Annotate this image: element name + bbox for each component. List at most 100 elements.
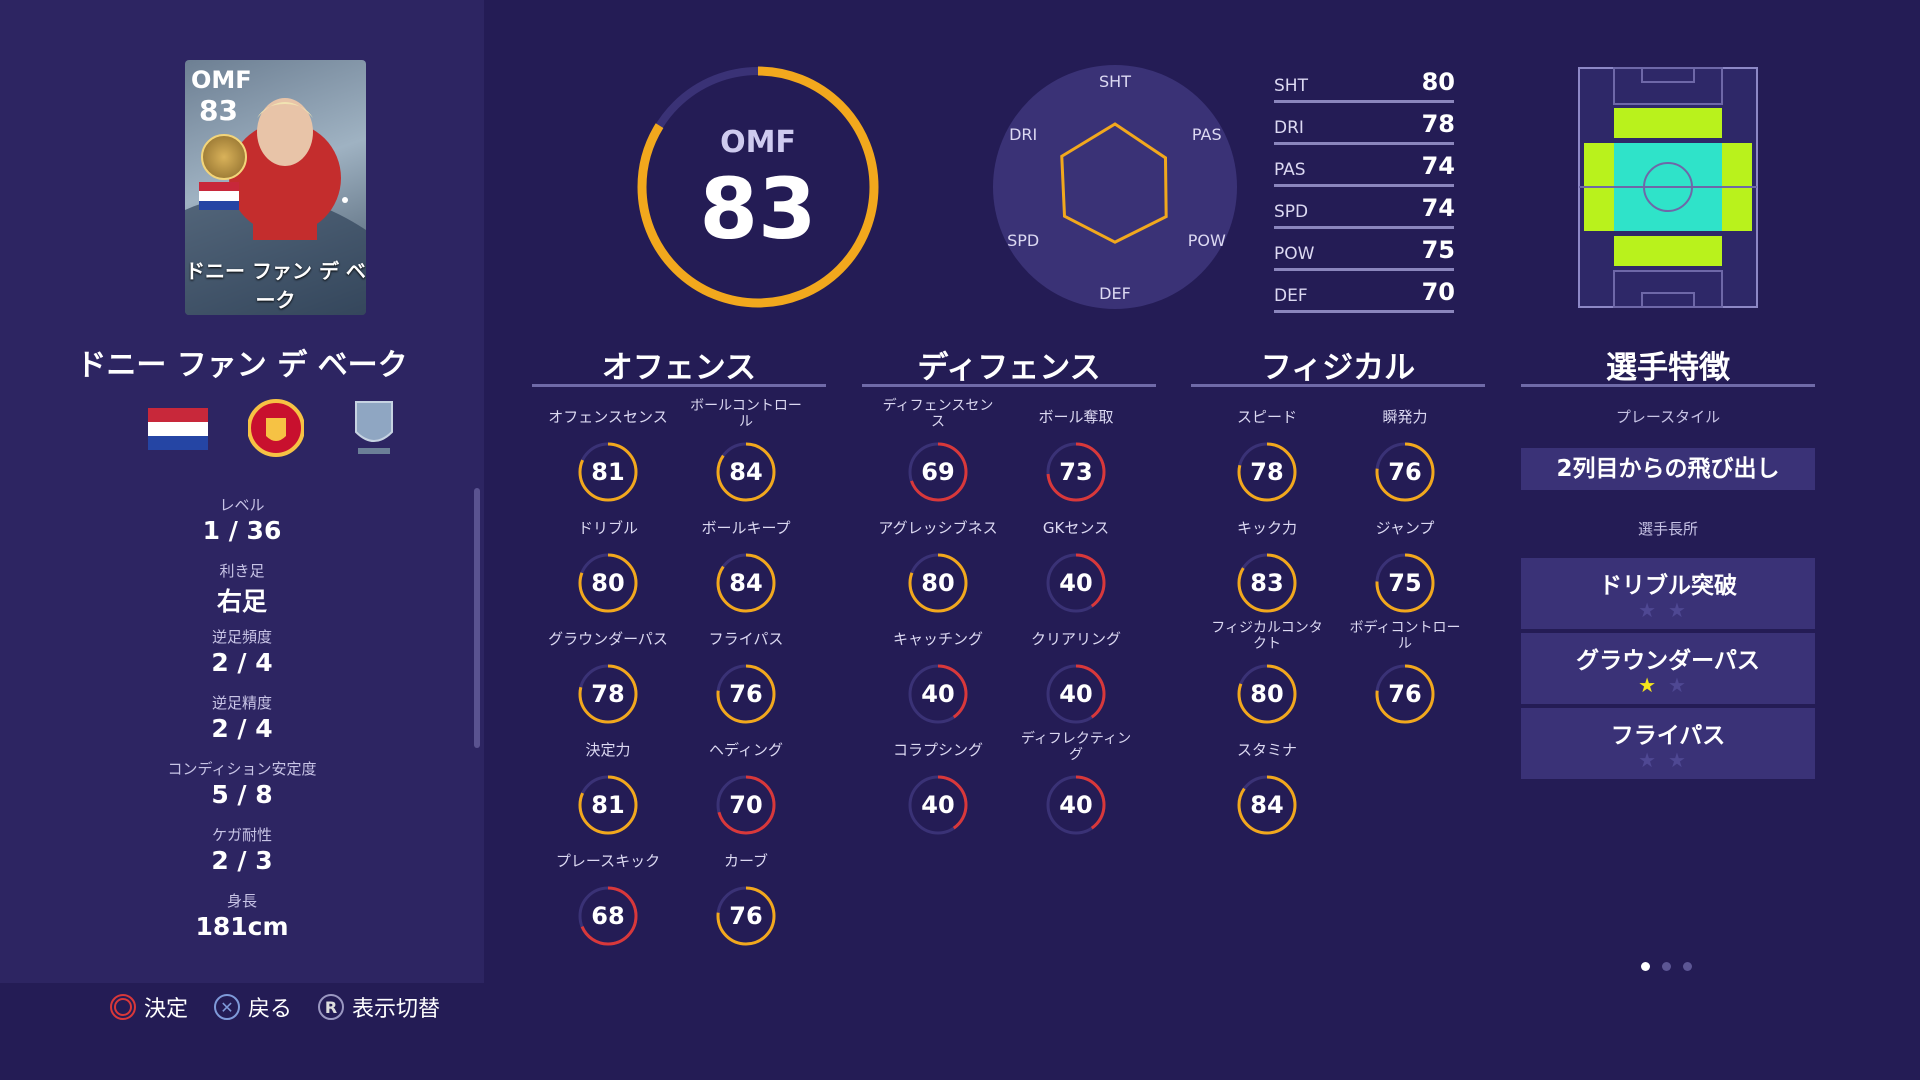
attribute-arc	[716, 553, 776, 613]
medal-icon	[201, 134, 247, 180]
skill-card[interactable]: ドリブル突破 ★★	[1521, 558, 1815, 629]
attribute-value: 40	[1059, 791, 1093, 819]
card-art	[185, 98, 366, 315]
summary-value: 78	[1421, 110, 1455, 138]
attribute-label: カーブ	[723, 852, 769, 870]
summary-label: DEF	[1274, 286, 1308, 306]
traits-title: 選手特徴	[1606, 350, 1730, 386]
page-dot[interactable]	[1662, 962, 1671, 971]
attribute-arc	[908, 442, 968, 502]
footer-bar: 決定 ✕ 戻る R 表示切替	[0, 983, 484, 1080]
attribute-arc	[1237, 442, 1297, 502]
club-crest-icon	[248, 399, 304, 457]
attribute-arc	[578, 886, 638, 946]
attribute-dial: 78	[576, 662, 640, 726]
overall-rating: 83	[699, 160, 817, 258]
summary-value: 70	[1421, 278, 1455, 306]
section-underline	[862, 384, 1156, 387]
cross-icon: ✕	[214, 994, 240, 1020]
attribute-dial: 81	[576, 773, 640, 837]
attribute-value: 80	[591, 569, 625, 597]
attribute-value: 40	[921, 791, 955, 819]
attribute-value: 78	[591, 680, 625, 708]
summary-underline	[1274, 226, 1454, 229]
attribute-value: 69	[921, 458, 955, 486]
footer-action-label: 戻る	[248, 997, 293, 1022]
footer-action-0[interactable]: 決定	[110, 991, 188, 1023]
attribute-label: アグレッシブネス	[878, 519, 998, 537]
page-indicator	[1641, 962, 1692, 971]
footer-action-1[interactable]: ✕ 戻る	[214, 991, 292, 1023]
profile-label: レベル	[219, 496, 265, 514]
attribute-dial: 76	[714, 884, 778, 948]
skill-card[interactable]: グラウンダーパス ★★	[1521, 633, 1815, 704]
attribute-label: フライパス	[708, 630, 784, 648]
profile-label: 利き足	[219, 562, 265, 580]
summary-value: 74	[1421, 152, 1455, 180]
summary-label: SPD	[1274, 202, 1309, 222]
attribute-value: 76	[729, 680, 763, 708]
footer-action-label: 決定	[144, 997, 189, 1022]
attribute-label: ボディコントロール	[1349, 620, 1461, 652]
attribute-dial: 40	[906, 662, 970, 726]
attribute-value: 76	[1388, 680, 1422, 708]
attribute-value: 75	[1388, 569, 1422, 597]
radar-label-sht: SHT	[1099, 72, 1131, 91]
attribute-dial: 80	[1235, 662, 1299, 726]
attribute-dial: 76	[1373, 662, 1437, 726]
footer-action-2[interactable]: R 表示切替	[318, 991, 440, 1023]
player-info-panel: OMF 83 ドニー ファン デ ベーク ドニー ファン デ ベーク レベル 1 …	[0, 0, 484, 983]
summary-value: 80	[1421, 68, 1455, 96]
card-player-name: ドニー ファン デ ベーク	[185, 259, 366, 312]
attribute-label: 瞬発力	[1382, 408, 1428, 426]
attribute-arc	[1375, 553, 1435, 613]
attribute-dial: 78	[1235, 440, 1299, 504]
attribute-value: 84	[729, 569, 763, 597]
attribute-dial: 68	[576, 884, 640, 948]
page-dot[interactable]	[1683, 962, 1692, 971]
attribute-arc	[1046, 442, 1106, 502]
attribute-arc	[716, 442, 776, 502]
attribute-dial: 84	[1235, 773, 1299, 837]
attribute-dial: 80	[576, 551, 640, 615]
scrollbar[interactable]	[474, 488, 480, 748]
skill-name: グラウンダーパス	[1576, 648, 1760, 674]
attribute-label: ボールキープ	[701, 519, 791, 537]
attribute-value: 70	[729, 791, 763, 819]
star-icon: ★	[1668, 598, 1698, 622]
attribute-value: 81	[591, 791, 625, 819]
attribute-dial: 70	[714, 773, 778, 837]
attribute-label: ボールコントロール	[690, 398, 802, 430]
attribute-dial: 40	[1044, 662, 1108, 726]
profile-value: 5 / 8	[211, 780, 273, 809]
summary-value: 75	[1421, 236, 1455, 264]
skill-name: ドリブル突破	[1599, 573, 1737, 599]
attribute-dial: 83	[1235, 551, 1299, 615]
attribute-label: 決定力	[585, 741, 631, 759]
profile-label: 逆足頻度	[211, 628, 272, 646]
attribute-arc	[716, 775, 776, 835]
skills-label: 選手長所	[1637, 520, 1698, 538]
radar-label-spd: SPD	[1007, 231, 1039, 250]
attribute-label: コラプシング	[892, 741, 983, 759]
skill-stars: ★★	[1521, 598, 1815, 622]
skill-card[interactable]: フライパス ★★	[1521, 708, 1815, 779]
page-dot[interactable]	[1641, 962, 1650, 971]
section-underline	[532, 384, 826, 387]
card-overall: 83	[199, 94, 238, 127]
attribute-label: ヘディング	[709, 741, 783, 759]
circle-icon	[110, 994, 136, 1020]
playstyle-box[interactable]: 2列目からの飛び出し	[1521, 448, 1815, 490]
profile-label: ケガ耐性	[211, 826, 272, 844]
star-icon: ★	[1638, 598, 1668, 622]
radar-label-pas: PAS	[1192, 125, 1222, 144]
attribute-label: キック力	[1236, 519, 1297, 537]
summary-underline	[1274, 184, 1454, 187]
attribute-arc	[1046, 553, 1106, 613]
summary-underline	[1274, 100, 1454, 103]
section-title-physical: フィジカル	[1260, 350, 1416, 386]
player-card: OMF 83 ドニー ファン デ ベーク	[185, 60, 366, 315]
attribute-value: 80	[1250, 680, 1284, 708]
attribute-arc	[578, 442, 638, 502]
star-icon: ★	[1638, 673, 1668, 697]
